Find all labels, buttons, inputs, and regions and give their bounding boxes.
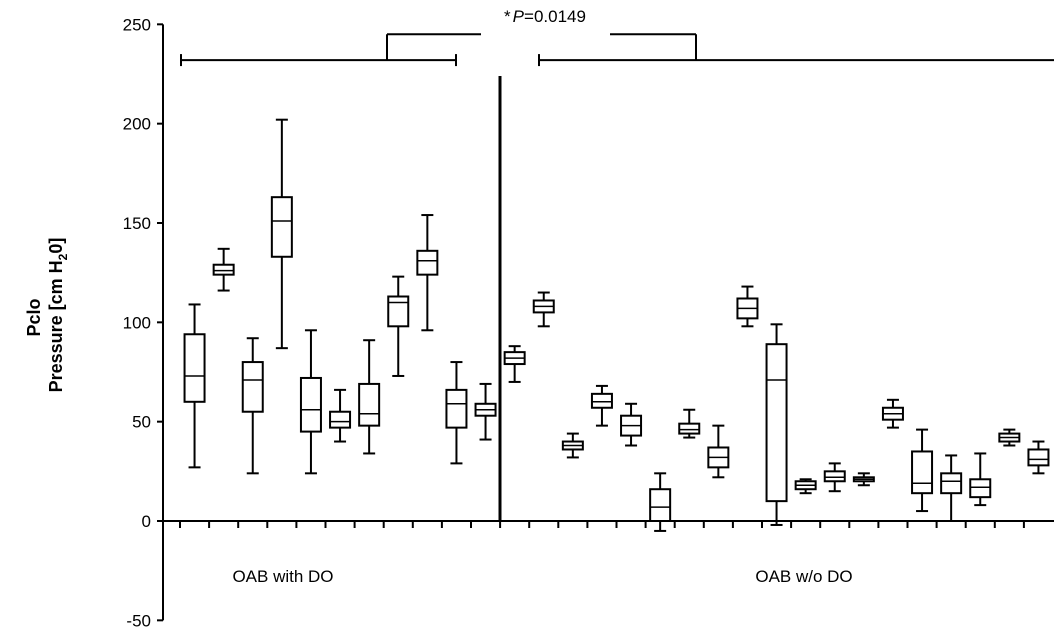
box-30 [1027,440,1050,475]
significance-annotation [180,33,1054,67]
box-18 [678,408,701,439]
y-tick-label: -50 [126,611,151,630]
box-iqr [911,450,934,495]
box-27 [940,454,963,522]
y-tick-label: 250 [123,15,151,34]
box-6 [329,388,352,443]
box-iqr [270,196,293,258]
y-tick-label: 0 [142,512,151,531]
box-1 [183,303,206,469]
box-19 [707,424,730,479]
y-tick-label: 100 [123,313,151,332]
p-value-number: =0.0149 [524,7,586,26]
y-tick-label: 50 [132,413,151,432]
group-label-oab-with-do: OAB with DO [232,567,333,586]
y-axis: -50 0 50 100 150 200 250 [123,15,164,630]
box-iqr [969,478,992,499]
box-iqr [823,470,846,483]
y-axis-label-line1: Pclo [24,298,44,336]
box-3 [241,337,264,475]
box-21 [765,323,788,526]
box-5 [299,329,322,475]
box-23 [823,462,846,493]
y-axis-label-subscript: 2 [56,253,70,260]
box-25 [881,398,904,429]
x-axis [163,75,1054,528]
box-iqr [212,263,235,276]
p-value-star: * [504,7,511,26]
box-iqr [183,333,206,403]
box-29 [998,428,1021,447]
box-4 [270,118,293,350]
group-label-oab-without-do: OAB w/o DO [755,567,852,586]
box-22 [794,478,817,495]
y-axis-label-line2-end: 0] [46,238,66,254]
box-iqr [649,488,672,522]
box-iqr [358,382,381,427]
y-axis-label-line2-start: Pressure [cm H [46,260,66,392]
box-iqr [765,343,788,503]
box-13 [532,291,555,328]
box-7 [358,339,381,455]
p-value-p: P [513,7,525,26]
box-iqr [329,410,352,429]
box-9 [416,214,439,332]
box-14 [561,432,584,459]
y-axis-label: Pclo Pressure [cm H20] [24,238,70,393]
box-iqr [299,376,322,433]
box-26 [911,428,934,513]
box-12 [503,345,526,383]
box-iqr [1027,448,1050,467]
box-series [183,118,1050,532]
box-17 [649,472,672,532]
box-iqr [940,472,963,495]
p-value-label: * P=0.0149 [504,7,586,26]
box-iqr [678,422,701,435]
box-2 [212,247,235,292]
y-tick-label: 200 [123,115,151,134]
box-iqr [445,388,468,429]
y-tick-label: 150 [123,214,151,233]
box-24 [852,472,875,487]
box-16 [620,402,643,447]
box-28 [969,452,992,507]
box-10 [445,361,468,465]
box-11 [474,382,497,441]
box-15 [590,384,613,427]
box-iqr [241,361,264,413]
box-8 [387,275,410,377]
box-20 [736,285,759,328]
box-iqr [387,295,410,328]
box-iqr [590,392,613,409]
box-iqr [416,249,439,276]
